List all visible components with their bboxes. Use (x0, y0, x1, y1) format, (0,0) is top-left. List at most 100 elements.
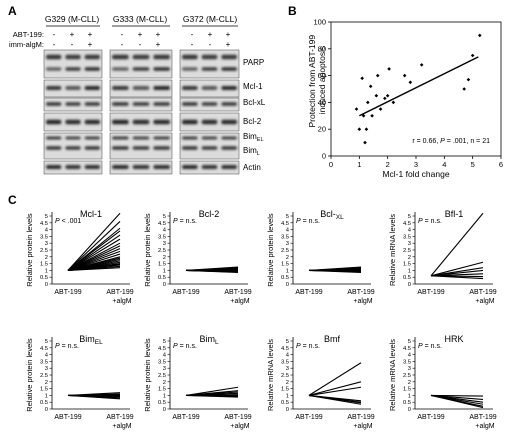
p-value-text: P = n.s. (296, 343, 320, 350)
y-tick-label: 0.5 (158, 400, 166, 406)
x-tick-sublabel: +algM (475, 423, 494, 430)
line-plot-hrk: HRK 00.511.522.533.544.55 Relative mRNA le… (388, 334, 497, 430)
blot-band (132, 67, 150, 71)
x-tick-label: ABT-199 (54, 289, 81, 296)
y-tick-label: 0.5 (281, 275, 289, 281)
aigm-sign: + (88, 40, 93, 49)
scatter-xlabel: Mcl-1 fold change (382, 169, 449, 179)
line-plot-bmf: Bmf 00.511.522.533.544.55 Relative mRNA le… (266, 334, 375, 430)
blot-band (112, 119, 129, 125)
patient-line (430, 394, 484, 409)
p-value-text: P = n.s. (55, 343, 79, 350)
y-tick-label: 1.5 (281, 387, 289, 393)
blot-band (221, 119, 237, 125)
x-tick-label: ABT-199 (224, 414, 251, 421)
x-tick-label: ABT-199 (347, 289, 374, 296)
p-value-text: P < .001 (55, 218, 81, 225)
blot-band (182, 136, 198, 140)
plot-title: Bcl-2 (199, 209, 220, 219)
x-tick-label: ABT-199 (417, 289, 444, 296)
y-tick-label: 1 (408, 268, 411, 274)
aigm-sign: - (71, 40, 74, 49)
scatter-point (366, 100, 370, 105)
y-tick-label: 4.5 (158, 221, 166, 227)
blot-band (65, 86, 81, 90)
patient-line (67, 212, 121, 271)
blot-band (201, 67, 218, 71)
blot-band (182, 165, 198, 169)
scatter-frame (330, 21, 502, 157)
patient-line (67, 221, 121, 271)
blot-band (153, 119, 170, 125)
line-plot-mcl-1: Mcl-1 00.511.522.533.544.55 Relative prote… (25, 209, 134, 305)
plot-title: BimEL (79, 334, 103, 346)
y-tick-label: 1 (163, 393, 166, 399)
x-tick-label: ABT-199 (417, 414, 444, 421)
group-label-g329: G329 (M-CLL) (45, 14, 99, 24)
scatter-point (375, 73, 380, 78)
condition-label-aigm: imm-algM: (9, 40, 44, 49)
plot-title: BimL (199, 334, 219, 346)
blot-label-parp: PARP (243, 58, 264, 67)
scatter-stats: r = 0.66, P = .001, n = 21 (412, 138, 490, 145)
y-tick-label: 0 (45, 282, 48, 288)
patient-line (430, 394, 484, 397)
blot-band (46, 54, 62, 60)
blot-band (84, 67, 100, 71)
blot-band (132, 102, 150, 106)
scatter-point (391, 100, 396, 105)
blot-band (112, 146, 129, 150)
plot-title: Bmf (324, 334, 341, 344)
aigm-sign: - (139, 40, 142, 49)
p-value-text: P = n.s. (296, 218, 320, 225)
y-tick-label: 4 (408, 228, 412, 234)
blot-band (182, 54, 198, 60)
abt-sign: + (138, 30, 143, 39)
patient-line (185, 386, 239, 396)
abt-sign: - (121, 30, 124, 39)
y-tick-label: 100 (313, 18, 326, 27)
blot-band (84, 54, 100, 60)
blot-band (153, 165, 170, 169)
x-tick-label: ABT-199 (295, 289, 322, 296)
y-tick-label: 4.5 (403, 221, 411, 227)
blot-band (84, 165, 100, 169)
plot-ylabel: Relative protein levels (143, 213, 152, 287)
abt-sign: + (70, 30, 75, 39)
y-tick-label: 0.5 (403, 400, 411, 406)
y-tick-label: 1.5 (40, 262, 48, 268)
blot-band (221, 102, 237, 106)
patient-line (308, 394, 362, 405)
y-tick-label: 1 (163, 268, 166, 274)
blot-band (84, 102, 100, 106)
plot-ylabel: Relative mRNA levels (388, 339, 397, 411)
y-tick-label: 4 (45, 353, 49, 359)
plot-ylabel: Relative mRNA levels (388, 214, 397, 286)
blot-band (132, 86, 150, 90)
scatter-point (368, 84, 373, 89)
blot-band (65, 165, 81, 169)
y-tick-label: 5 (408, 214, 411, 220)
y-tick-label: 2 (286, 255, 289, 261)
x-tick-label: 3 (414, 160, 418, 169)
blot-band (182, 146, 198, 150)
y-tick-label: 3 (163, 366, 166, 372)
patient-line (67, 267, 121, 271)
scatter-point (387, 67, 391, 71)
y-tick-label: 3.5 (158, 359, 166, 365)
line-plot-bfl-1: Bfl-1 00.511.522.533.544.55 Relative mRNA … (388, 209, 497, 305)
x-tick-label: 6 (499, 160, 503, 169)
blot-band (46, 102, 62, 106)
y-tick-label: 0 (286, 282, 289, 288)
y-tick-label: 0.5 (40, 275, 48, 281)
plot-ylabel: Relative protein levels (25, 213, 34, 287)
x-tick-label: ABT-199 (172, 414, 199, 421)
y-tick-label: 1 (408, 393, 411, 399)
blot-band (221, 54, 237, 60)
y-tick-label: 1 (286, 268, 289, 274)
scatter-point (357, 127, 362, 131)
y-tick-label: 3 (45, 241, 48, 247)
blot-band (182, 86, 198, 90)
x-tick-label: ABT-199 (54, 414, 81, 421)
